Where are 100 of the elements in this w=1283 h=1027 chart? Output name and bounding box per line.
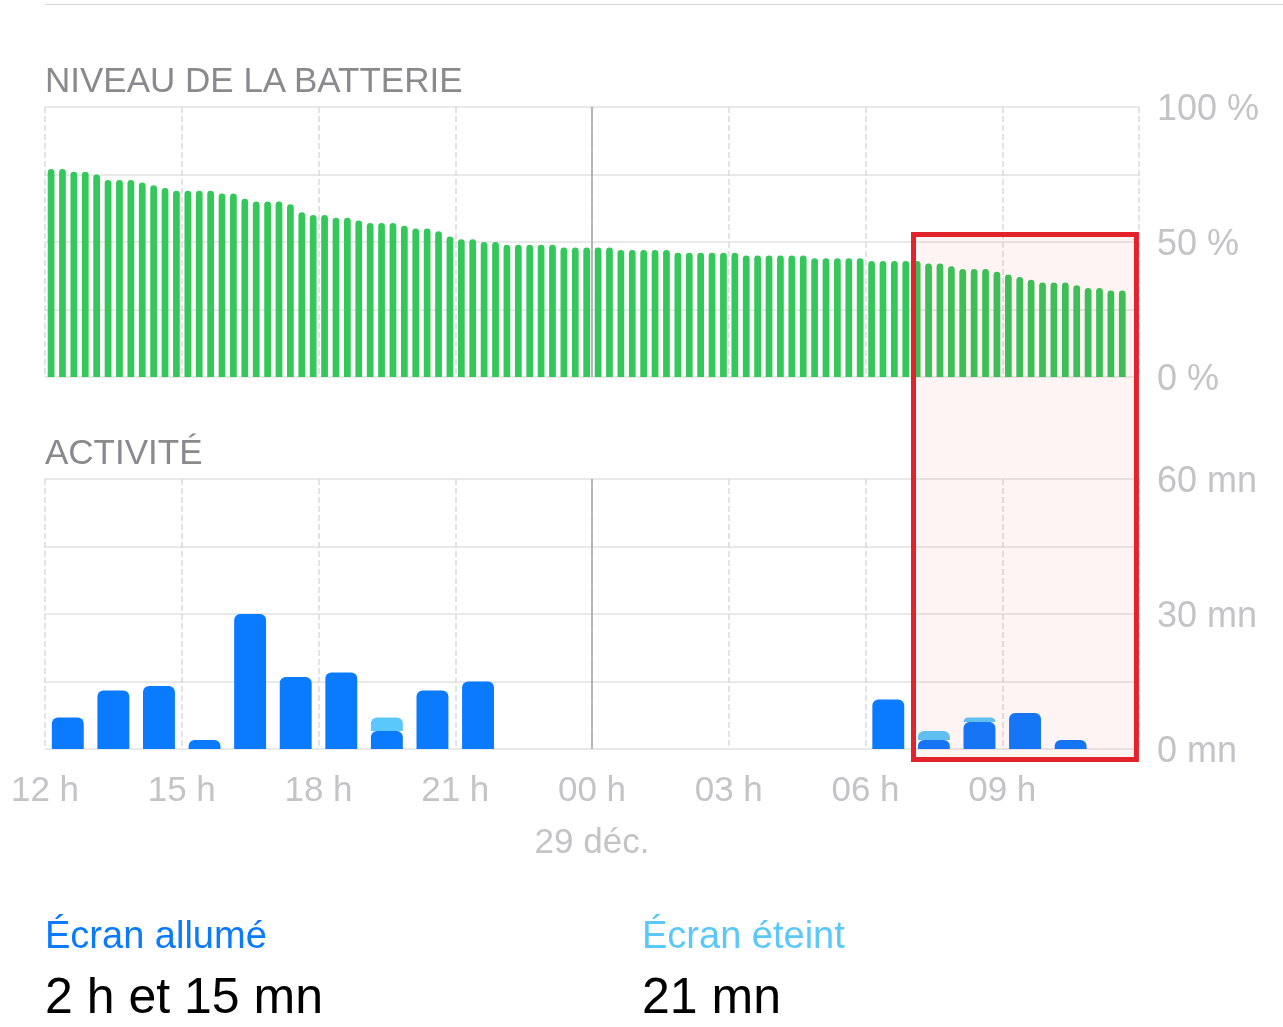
bar <box>1050 282 1058 377</box>
bar <box>982 269 989 377</box>
bar <box>207 190 214 377</box>
bar <box>457 239 465 377</box>
bar <box>184 190 192 377</box>
bar <box>1084 287 1092 377</box>
bar <box>549 244 556 377</box>
ref-line-label: 29 déc. <box>534 820 650 860</box>
text: 21 mn <box>642 968 781 1024</box>
bar <box>416 690 449 749</box>
y-tick-label: 0 mn <box>1157 728 1238 770</box>
x-tick-label: 18 h <box>284 769 353 808</box>
y-tick-label: 30 mn <box>1157 593 1258 635</box>
bar <box>720 252 727 377</box>
bar <box>51 717 84 749</box>
bar <box>173 190 180 377</box>
bar <box>742 255 750 377</box>
bar <box>947 266 955 377</box>
bar <box>435 231 442 377</box>
bar <box>423 228 431 377</box>
bar <box>959 269 967 377</box>
bar <box>1016 277 1024 377</box>
bar <box>834 258 841 377</box>
bar <box>856 258 864 377</box>
bar <box>241 198 249 377</box>
bar <box>1039 282 1046 377</box>
bar <box>492 242 499 377</box>
bar <box>1054 740 1087 749</box>
bar <box>1096 287 1103 377</box>
bar <box>370 731 403 749</box>
x-tick-label: 21 h <box>421 769 490 808</box>
bar <box>188 740 221 749</box>
bar <box>116 179 123 377</box>
bar <box>872 699 905 749</box>
bar <box>195 190 203 377</box>
bar <box>1009 713 1041 749</box>
text: Écran éteint <box>642 914 846 956</box>
bar <box>917 731 950 740</box>
bar <box>651 250 659 377</box>
bar <box>138 182 146 377</box>
y-tick-label: 100 % <box>1157 86 1260 128</box>
bar <box>571 247 579 377</box>
bar <box>917 740 950 749</box>
bar <box>81 171 89 377</box>
bar <box>400 225 408 377</box>
x-tick-label: 03 h <box>694 769 763 808</box>
bar <box>366 223 374 377</box>
y-tick-label: 0 % <box>1157 356 1220 398</box>
bar <box>514 244 522 377</box>
bar <box>127 179 135 377</box>
bar <box>788 255 796 377</box>
bar <box>617 250 625 377</box>
bar <box>731 252 739 377</box>
bar <box>606 247 613 377</box>
y-tick-label: 50 % <box>1157 221 1240 263</box>
bar <box>811 258 818 377</box>
bar <box>583 247 591 377</box>
x-tick-label: 12 h <box>10 769 80 808</box>
bar <box>234 614 267 749</box>
x-tick-label: 09 h <box>968 769 1037 808</box>
bar <box>252 201 260 377</box>
bar <box>389 223 397 377</box>
bar <box>325 672 358 749</box>
bar <box>462 681 494 749</box>
bar <box>230 193 237 377</box>
bar <box>970 269 978 377</box>
chart-title: NIVEAU DE LA BATTERIE <box>45 60 463 99</box>
x-tick-label: 15 h <box>147 769 216 808</box>
bar <box>925 263 932 377</box>
bar <box>963 722 996 749</box>
bar <box>663 250 670 377</box>
bar <box>560 247 568 377</box>
text: 2 h et 15 mn <box>45 968 323 1024</box>
bar <box>913 260 921 377</box>
bar <box>150 185 157 377</box>
bar <box>344 217 351 377</box>
bar <box>640 250 648 377</box>
bar <box>1004 274 1012 377</box>
bar <box>594 247 602 377</box>
bar <box>799 255 807 377</box>
bar <box>822 258 830 377</box>
bar <box>674 252 682 377</box>
bar <box>355 220 363 377</box>
bar <box>1118 290 1126 377</box>
bar <box>321 215 328 377</box>
bar <box>97 690 130 749</box>
bar <box>697 252 704 377</box>
bar <box>628 250 636 377</box>
bar <box>298 212 306 377</box>
bar <box>777 255 784 377</box>
bar <box>1073 285 1081 377</box>
x-tick-label: 00 h <box>557 769 627 808</box>
bar <box>93 174 101 377</box>
bar <box>143 686 175 749</box>
bar <box>526 244 534 377</box>
bar <box>685 252 693 377</box>
bar <box>902 260 910 377</box>
bar <box>287 204 294 377</box>
chart-title: ACTIVITÉ <box>45 432 203 471</box>
text: Écran allumé <box>45 914 267 956</box>
